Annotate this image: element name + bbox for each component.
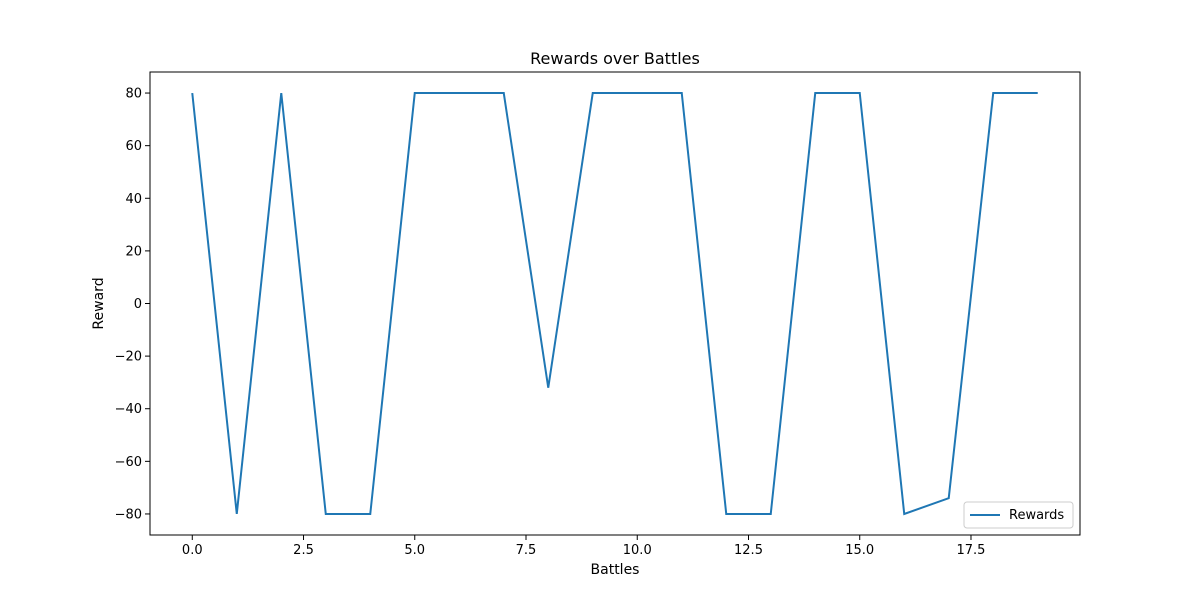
y-axis-ticks: −80 −60 −40 −20 0 20 40 60 80 bbox=[115, 87, 150, 522]
legend-box bbox=[963, 501, 1074, 529]
x-axis-ticks: 0.0 2.5 5.0 7.5 10.0 12.5 15.0 17.5 bbox=[182, 535, 986, 558]
chart-title: Rewards over Battles bbox=[530, 49, 700, 68]
y-tick-label: 0 bbox=[134, 297, 142, 312]
series-layer bbox=[191, 92, 1038, 516]
x-tick-label: 5.0 bbox=[404, 543, 425, 558]
y-tick-label: −60 bbox=[115, 455, 142, 470]
y-tick-label: 20 bbox=[125, 244, 142, 259]
y-tick-label: 60 bbox=[125, 139, 142, 154]
y-tick-label: −40 bbox=[115, 402, 142, 417]
x-axis-label: Battles bbox=[591, 562, 640, 578]
legend: Rewards bbox=[963, 501, 1074, 529]
series-line bbox=[191, 92, 1038, 516]
x-tick-label: 12.5 bbox=[734, 543, 763, 558]
y-tick-label: −20 bbox=[115, 350, 142, 365]
x-tick-label: 10.0 bbox=[623, 543, 652, 558]
x-tick-label: 17.5 bbox=[957, 543, 986, 558]
y-tick-label: −80 bbox=[115, 507, 142, 522]
x-tick-label: 15.0 bbox=[845, 543, 874, 558]
y-axis-label: Reward bbox=[91, 277, 107, 329]
plot-area bbox=[149, 71, 1081, 536]
x-tick-label: 7.5 bbox=[516, 543, 537, 558]
y-tick-label: 80 bbox=[125, 87, 142, 102]
x-tick-label: 0.0 bbox=[182, 543, 203, 558]
y-tick-label: 40 bbox=[125, 192, 142, 207]
x-tick-label: 2.5 bbox=[293, 543, 314, 558]
legend-label: Rewards bbox=[1009, 508, 1064, 523]
